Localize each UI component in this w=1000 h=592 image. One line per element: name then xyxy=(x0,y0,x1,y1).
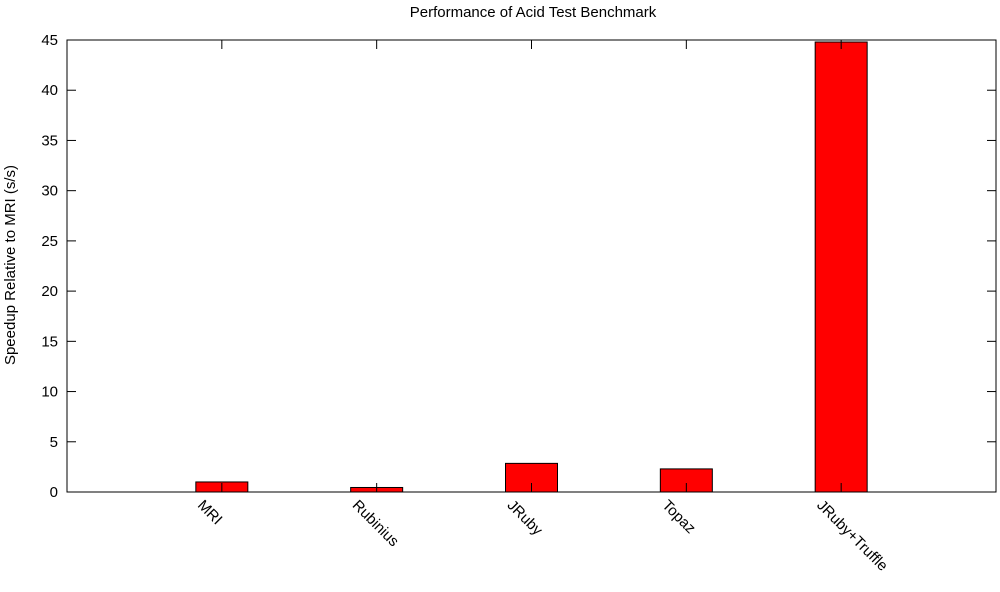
x-tick-label: JRuby xyxy=(504,497,546,539)
y-axis-label: Speedup Relative to MRI (s/s) xyxy=(2,165,19,365)
bar-jruby-truffle xyxy=(814,41,868,493)
y-tick-label: 40 xyxy=(41,82,58,99)
y-axis: 0 5 10 15 20 25 30 35 40 45 xyxy=(41,32,996,501)
bars-group xyxy=(195,41,868,493)
y-tick-label: 15 xyxy=(41,333,58,350)
y-tick-label: 30 xyxy=(41,183,58,200)
x-tick-label: Rubinius xyxy=(349,497,402,550)
x-axis: MRI Rubinius JRuby Topaz JRuby+Truffle xyxy=(194,40,891,575)
y-tick-label: 20 xyxy=(41,283,58,300)
y-tick-label: 10 xyxy=(41,384,58,401)
x-tick-label: JRuby+Truffle xyxy=(813,497,891,575)
y-tick-label: 25 xyxy=(41,233,58,250)
chart-title: Performance of Acid Test Benchmark xyxy=(410,4,657,21)
x-tick-label: Topaz xyxy=(659,497,699,537)
y-tick-label: 35 xyxy=(41,132,58,149)
y-tick-label: 0 xyxy=(50,484,58,501)
y-tick-label: 5 xyxy=(50,434,58,451)
y-tick-label: 45 xyxy=(41,32,58,49)
x-tick-label: MRI xyxy=(194,497,225,528)
